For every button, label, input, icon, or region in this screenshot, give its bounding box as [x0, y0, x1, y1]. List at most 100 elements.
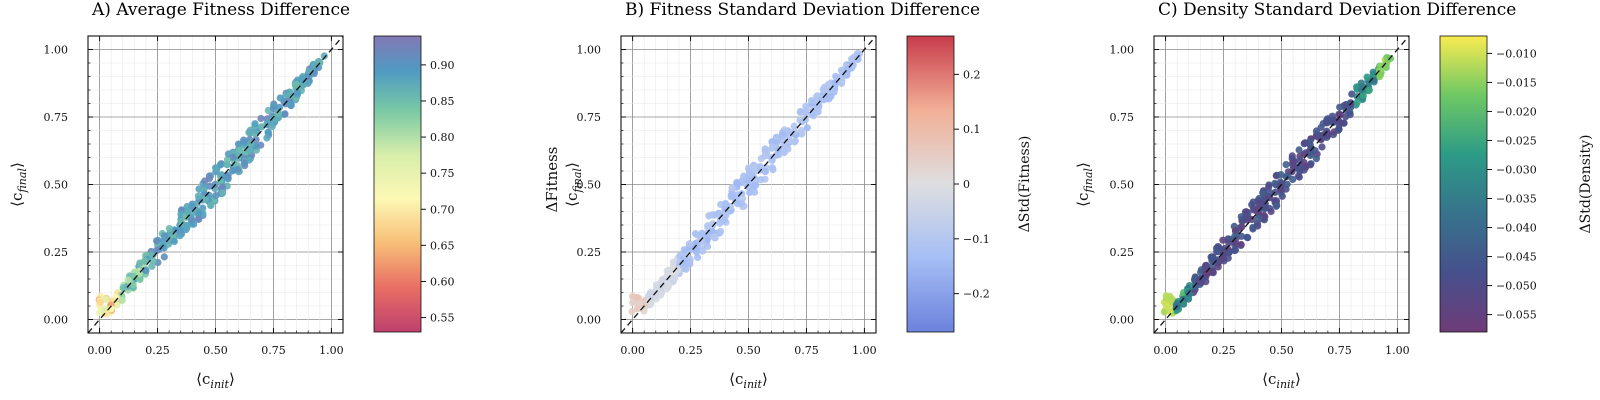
scatter-point: [1318, 143, 1326, 151]
scatter-point: [246, 146, 254, 154]
scatter-point: [1382, 60, 1390, 68]
scatter-point: [629, 299, 637, 307]
scatter-point: [165, 225, 173, 233]
colorbar-frame: [373, 35, 422, 333]
colorbar: [1440, 36, 1487, 332]
y-tick-label: 0.00: [44, 314, 69, 327]
colorbar-tick-label: −0.025: [1496, 134, 1537, 147]
scatter-point: [102, 296, 110, 304]
scatter-point: [769, 166, 777, 174]
colorbar-tick-label: 0.75: [430, 167, 455, 180]
scatter-point: [796, 107, 804, 116]
scatter-point: [669, 258, 677, 266]
y-tick-label: 0.75: [44, 111, 69, 124]
colorbar-tick-label: −0.050: [1496, 280, 1537, 293]
scatter-point: [1295, 146, 1303, 154]
scatter-point: [160, 253, 168, 261]
colorbar-tick-label: −0.045: [1496, 251, 1537, 264]
scatter-point: [159, 237, 167, 246]
scatter-point: [790, 122, 798, 130]
scatter-point: [685, 240, 693, 248]
y-tick-label: 1.00: [1110, 44, 1135, 57]
scatter-point: [1288, 152, 1296, 160]
scatter-point: [176, 225, 184, 233]
scatter-point: [750, 182, 758, 190]
colorbar-tick-label: 0.65: [430, 239, 455, 252]
scatter-point: [779, 143, 787, 151]
colorbar-tick-label: 0.85: [430, 95, 455, 108]
scatter-point: [703, 235, 711, 243]
scatter-point: [1231, 232, 1239, 240]
scatter-point: [1365, 86, 1373, 94]
scatter-point: [728, 183, 736, 192]
y-axis-label: ⟨cfinal⟩: [563, 162, 584, 207]
x-axis-label: ⟨cinit⟩: [196, 370, 235, 391]
scatter-point: [102, 310, 110, 318]
scatter-point: [832, 72, 840, 80]
scatter-point: [824, 81, 832, 89]
scatter-point: [281, 110, 289, 118]
colorbar-tick-label: −0.035: [1496, 193, 1537, 206]
scatter-point: [240, 159, 248, 167]
scatter-point: [252, 136, 260, 144]
colorbar-frame: [1439, 35, 1488, 333]
x-tick-label: 1.00: [852, 344, 877, 357]
scatter-point: [228, 167, 237, 175]
scatter-point: [176, 232, 184, 240]
scatter-point: [1185, 289, 1193, 297]
scatter-point: [287, 99, 295, 108]
scatter-plot-a: A) Average Fitness Difference 0.00 0.00 0.2…: [8, 0, 455, 391]
colorbar-tick-label: −0.040: [1496, 222, 1537, 235]
x-tick-label: 0.50: [1269, 344, 1294, 357]
y-tick-label: 0.50: [577, 179, 602, 192]
scatter-point: [1191, 283, 1199, 291]
scatter-point: [96, 298, 104, 306]
scatter-point: [733, 180, 742, 188]
scatter-plot-b: B) Fitness Standard Deviation Difference…: [543, 0, 1033, 391]
scatter-point: [142, 267, 150, 275]
panel-a: A) Average Fitness Difference 0.00 0.00 0.2…: [0, 0, 533, 400]
scatter-point: [705, 212, 713, 220]
scatter-point: [184, 208, 192, 216]
scatter-point: [647, 289, 655, 297]
scatter-point: [245, 128, 253, 137]
y-tick-label: 0.25: [577, 246, 602, 259]
scatter-point: [1295, 163, 1303, 171]
scatter-point: [1253, 207, 1261, 216]
x-tick-label: 0.00: [620, 344, 645, 357]
scatter-point: [1359, 91, 1367, 99]
scatter-point: [716, 215, 725, 223]
scatter-point: [251, 120, 259, 128]
scatter-point: [223, 161, 231, 169]
scatter-point: [229, 153, 237, 161]
scatter-point: [802, 108, 810, 116]
scatter-point: [1357, 79, 1365, 87]
x-tick-label: 1.00: [1385, 344, 1410, 357]
colorbar-tick-label: −0.020: [1496, 105, 1537, 118]
chart-title: A) Average Fitness Difference: [91, 0, 350, 20]
scatter-point: [257, 114, 265, 123]
scatter-point: [848, 55, 856, 63]
scatter-point: [240, 138, 248, 146]
scatter-point: [268, 122, 276, 131]
scatter-point: [768, 143, 777, 151]
scatter-point: [160, 232, 168, 240]
colorbar-label: ΔStd(Fitness): [1017, 136, 1033, 233]
scatter-point: [1330, 116, 1338, 124]
y-tick-label: 1.00: [44, 44, 69, 57]
scatter-point: [639, 305, 647, 314]
scatter-point: [293, 89, 301, 97]
scatter-point: [1202, 269, 1210, 277]
scatter-point: [292, 80, 301, 88]
colorbar-tick-label: 0.80: [430, 131, 455, 144]
scatter-point: [691, 240, 700, 248]
scatter-point: [680, 246, 688, 254]
colorbar-tick-label: −0.015: [1496, 76, 1537, 89]
y-tick-label: 0.25: [44, 246, 69, 259]
y-tick-label: 0.50: [1110, 179, 1135, 192]
scatter-point: [1283, 180, 1291, 188]
scatter-point: [710, 233, 718, 241]
scatter-point: [149, 257, 157, 265]
scatter-point: [827, 93, 835, 101]
x-tick-label: 0.00: [87, 344, 112, 357]
